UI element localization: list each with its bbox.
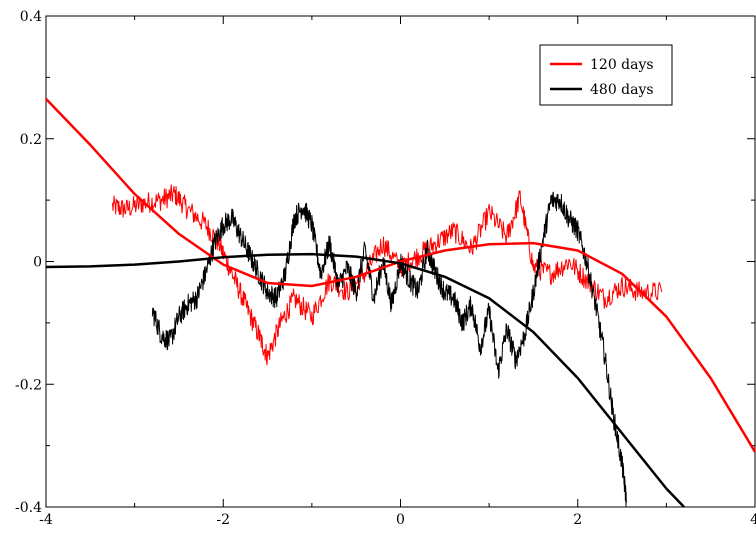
legend-label-120-days: 120 days <box>590 57 654 73</box>
y-tick-label: -0.4 <box>15 500 42 516</box>
legend-box <box>539 44 673 106</box>
y-tick-label: 0.4 <box>20 9 42 25</box>
series-line-480-days-noisy <box>151 191 627 507</box>
series-layer <box>45 98 756 508</box>
series-line-120-days-fit <box>45 98 756 453</box>
y-tick-label: -0.2 <box>15 377 42 393</box>
x-tick-label: -2 <box>216 512 230 528</box>
legend: 120 days 480 days <box>539 44 673 106</box>
x-tick-label: 2 <box>573 512 582 528</box>
y-tick-label: 0.2 <box>20 132 42 148</box>
y-tick-label: 0 <box>33 255 42 271</box>
legend-label-480-days: 480 days <box>590 82 654 98</box>
x-tick-label: 4 <box>750 512 756 528</box>
axis-ticks: -4 -2 0 2 4 -0.4 -0.2 0 0.2 0.4 <box>15 9 756 528</box>
x-tick-label: -4 <box>39 512 53 528</box>
series-line-480-days-fit <box>45 252 686 508</box>
x-tick-label: 0 <box>396 512 405 528</box>
